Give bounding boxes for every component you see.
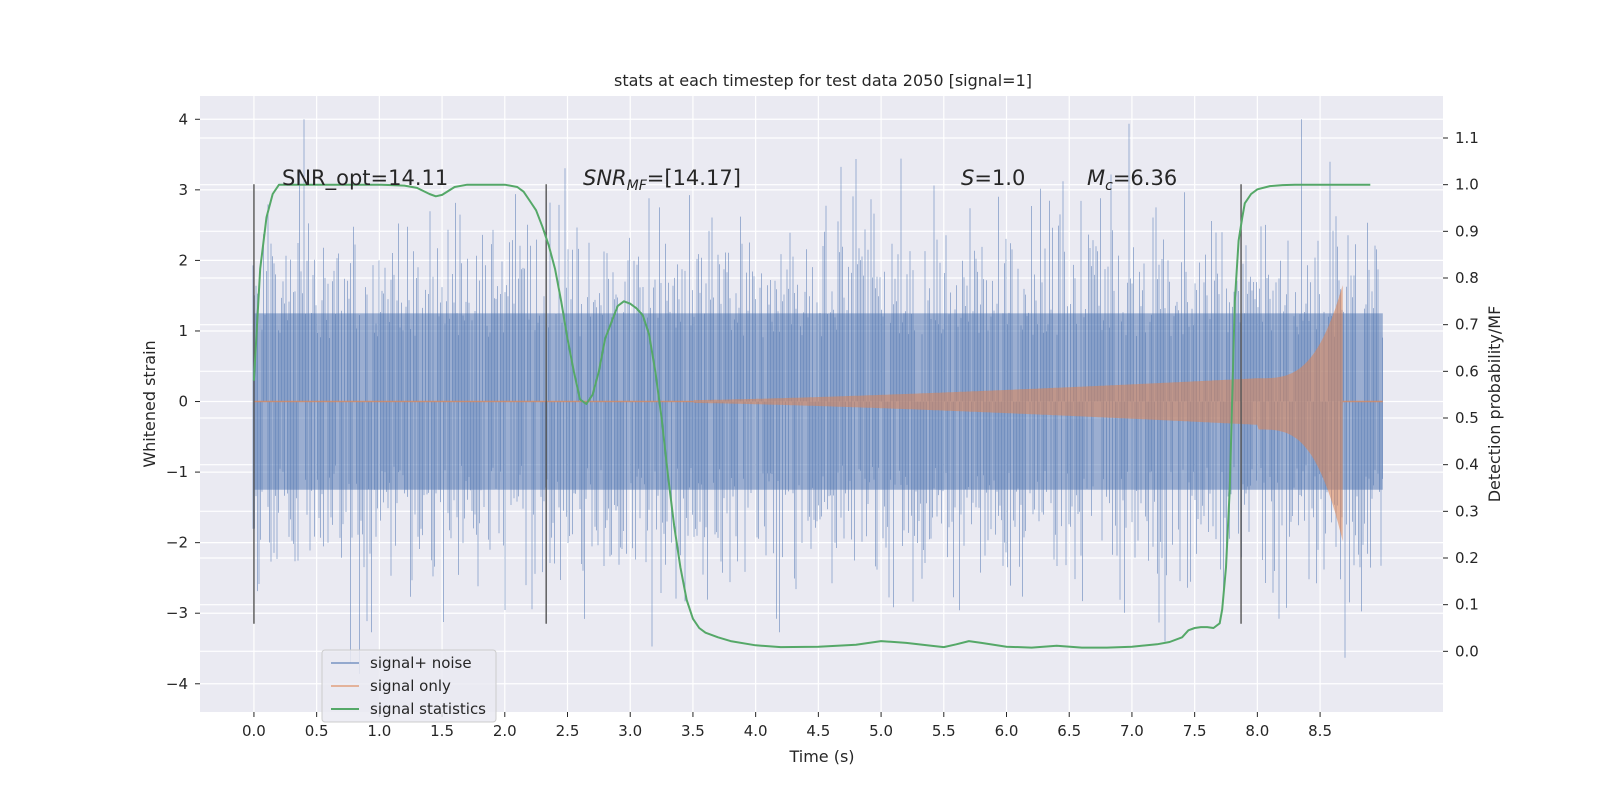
y-tick-label: 2 xyxy=(178,251,188,269)
x-tick-label: 6.0 xyxy=(995,722,1019,740)
annotation-snr-mf-base: SNR xyxy=(583,166,627,190)
legend-label-stats: signal statistics xyxy=(370,700,486,718)
x-tick-label: 4.0 xyxy=(744,722,768,740)
y-tick-label: −1 xyxy=(166,463,188,481)
y2-axis-ticks: 1.1 1.0 0.9 0.8 0.7 0.6 0.5 0.4 0.3 0.2 0.1 0.0 xyxy=(1443,129,1479,660)
annotation-mc: Mc=6.36 xyxy=(1087,166,1177,194)
y-tick-label: −4 xyxy=(166,675,188,693)
y2-tick-label: 0.3 xyxy=(1455,502,1479,520)
annotation-s-symbol: S xyxy=(961,166,974,190)
x-tick-label: 0.0 xyxy=(242,722,266,740)
x-axis-label: Time (s) xyxy=(788,747,854,766)
x-tick-label: 1.0 xyxy=(367,722,391,740)
y2-tick-label: 0.6 xyxy=(1455,362,1479,380)
y2-tick-label: 0.8 xyxy=(1455,269,1479,287)
plot-area xyxy=(200,96,1443,712)
y2-tick-label: 0.5 xyxy=(1455,409,1479,427)
y2-tick-label: 1.0 xyxy=(1455,176,1479,194)
y-tick-label: −3 xyxy=(166,604,188,622)
annotation-snr-mf-rest: =[14.17] xyxy=(647,166,741,190)
legend: signal+ noise signal only signal statist… xyxy=(321,649,497,723)
legend-box xyxy=(321,649,497,723)
x-tick-label: 0.5 xyxy=(305,722,329,740)
annotation-snr-mf: SNRMF=[14.17] xyxy=(583,166,741,194)
y2-axis-label: Detection probability/MF xyxy=(1485,306,1504,503)
y-axis-label: Whitened strain xyxy=(140,340,159,467)
y2-tick-label: 0.7 xyxy=(1455,316,1479,334)
x-tick-label: 3.5 xyxy=(681,722,705,740)
annotation-snr-opt: SNR_opt=14.11 xyxy=(282,166,448,191)
signal-envelope xyxy=(253,285,1343,542)
y2-tick-label: 0.0 xyxy=(1455,642,1479,660)
signal-statistics-series xyxy=(252,183,1371,649)
x-tick-label: 4.5 xyxy=(806,722,830,740)
y-tick-label: 0 xyxy=(178,393,188,411)
chart-title: stats at each timestep for test data 205… xyxy=(614,71,1032,90)
noise-spikes xyxy=(252,119,1383,674)
x-axis-ticks: 0.0 0.5 1.0 1.5 2.0 2.5 3.0 3.5 4.0 4.5 5.0 5.5 6.0 6… xyxy=(242,712,1332,740)
y2-tick-label: 1.1 xyxy=(1455,129,1479,147)
y2-tick-label: 0.9 xyxy=(1455,222,1479,240)
y-tick-label: −2 xyxy=(166,534,188,552)
annotation-s-value: =1.0 xyxy=(974,166,1025,190)
annotation-mc-value: =6.36 xyxy=(1113,166,1177,190)
annotations: SNR_opt=14.11 SNRMF=[14.17] S=1.0 Mc=6.3… xyxy=(282,166,1177,194)
y2-tick-label: 0.4 xyxy=(1455,456,1479,474)
x-tick-label: 8.5 xyxy=(1308,722,1332,740)
signal-only-series xyxy=(253,285,1383,542)
y-tick-label: 4 xyxy=(178,110,188,128)
y-tick-label: 1 xyxy=(178,322,188,340)
vertical-markers xyxy=(253,184,1242,624)
annotation-s: S=1.0 xyxy=(961,166,1025,190)
y-tick-label: 3 xyxy=(178,181,188,199)
y2-tick-label: 0.2 xyxy=(1455,549,1479,567)
signal-statistics-line xyxy=(252,183,1371,649)
x-tick-label: 5.5 xyxy=(932,722,956,740)
x-tick-label: 1.5 xyxy=(430,722,454,740)
x-tick-label: 2.0 xyxy=(493,722,517,740)
x-tick-label: 7.0 xyxy=(1120,722,1144,740)
x-tick-label: 8.0 xyxy=(1245,722,1269,740)
annotation-mc-symbol: M xyxy=(1087,166,1105,190)
x-tick-label: 7.5 xyxy=(1183,722,1207,740)
annotation-mc-sub: c xyxy=(1105,178,1113,194)
y-axis-ticks: 4 3 2 1 0 −1 −2 −3 −4 xyxy=(166,110,200,693)
x-tick-label: 6.5 xyxy=(1057,722,1081,740)
legend-label-noise: signal+ noise xyxy=(370,654,472,672)
annotation-snr-mf-sub: MF xyxy=(627,178,648,194)
x-tick-label: 3.0 xyxy=(618,722,642,740)
y2-tick-label: 0.1 xyxy=(1455,596,1479,614)
legend-label-signal: signal only xyxy=(370,677,451,695)
x-tick-label: 5.0 xyxy=(869,722,893,740)
x-tick-label: 2.5 xyxy=(556,722,580,740)
